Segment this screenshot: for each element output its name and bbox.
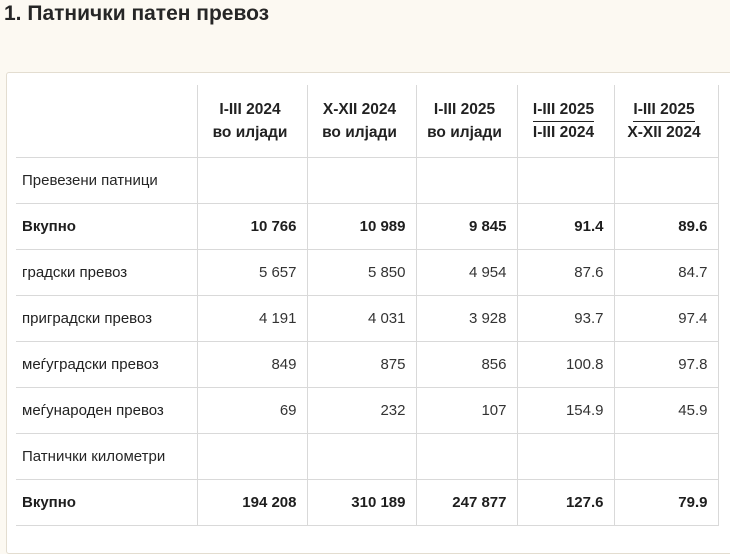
cell-value: 10 766 (196, 203, 308, 250)
cell-value: 154.9 (516, 387, 615, 434)
table-row-suburban-transport: приградски превоз 4 191 4 031 3 928 93.7… (16, 295, 719, 342)
table-row-intercity-transport: меѓуградски превоз 849 875 856 100.8 97.… (16, 341, 719, 388)
column-header-unit: во илјади (212, 124, 288, 141)
column-header-period: X-XII 2024 (322, 101, 397, 118)
ratio-numerator: I-III 2025 (633, 99, 695, 122)
cell-value: 875 (306, 341, 417, 388)
cell-value (196, 157, 308, 204)
cell-value: 849 (196, 341, 308, 388)
cell-value: 93.7 (516, 295, 615, 342)
cell-value (306, 157, 417, 204)
ratio-numerator: I-III 2025 (532, 99, 595, 122)
cell-value: 84.7 (613, 249, 719, 296)
column-header-period: I-III 2024 (219, 101, 281, 118)
cell-value: 97.8 (613, 341, 719, 388)
cell-value: 310 189 (306, 479, 417, 526)
cell-value (613, 157, 719, 204)
row-label: Патнички километри (16, 433, 198, 480)
cell-value (415, 157, 518, 204)
table-row-kilometres-total: Вкупно 194 208 310 189 247 877 127.6 79.… (16, 479, 719, 526)
passenger-transport-table: I-III 2024 во илјади X-XII 2024 во илјад… (16, 85, 719, 526)
cell-value: 91.4 (516, 203, 615, 250)
row-label: Вкупно (16, 479, 198, 526)
cell-value: 856 (415, 341, 518, 388)
cell-value: 97.4 (613, 295, 719, 342)
cell-value (516, 433, 615, 480)
section-row-passengers: Превезени патници (16, 157, 719, 204)
cell-value: 4 031 (306, 295, 417, 342)
cell-value (306, 433, 417, 480)
ratio-denominator: I-III 2024 (532, 124, 595, 141)
cell-value: 79.9 (613, 479, 719, 526)
cell-value (613, 433, 719, 480)
cell-value: 10 989 (306, 203, 417, 250)
cell-value: 5 850 (306, 249, 417, 296)
column-header-period: I-III 2025 (433, 101, 496, 118)
cell-value: 107 (415, 387, 518, 434)
header-corner-cell (16, 85, 198, 158)
column-header-index-quarter-on-quarter: I-III 2025 X-XII 2024 (613, 85, 719, 158)
column-header-oct-dec-2024: X-XII 2024 во илјади (306, 85, 417, 158)
column-header-index-year-on-year: I-III 2025 I-III 2024 (516, 85, 615, 158)
cell-value: 9 845 (415, 203, 518, 250)
page-title: 1. Патнички патен превоз (4, 2, 270, 25)
column-header-unit: во илјади (322, 124, 397, 141)
section-row-passenger-kilometres: Патнички километри (16, 433, 719, 480)
cell-value: 4 191 (196, 295, 308, 342)
table-header-row: I-III 2024 во илјади X-XII 2024 во илјад… (16, 85, 719, 158)
cell-value: 45.9 (613, 387, 719, 434)
cell-value: 247 877 (415, 479, 518, 526)
column-header-jan-mar-2024: I-III 2024 во илјади (196, 85, 308, 158)
row-label: меѓународен превоз (16, 387, 198, 434)
cell-value: 69 (196, 387, 308, 434)
cell-value: 4 954 (415, 249, 518, 296)
table-row-international-transport: меѓународен превоз 69 232 107 154.9 45.9 (16, 387, 719, 434)
cell-value: 3 928 (415, 295, 518, 342)
row-label: Превезени патници (16, 157, 198, 204)
row-label: градски превоз (16, 249, 198, 296)
cell-value (196, 433, 308, 480)
cell-value: 5 657 (196, 249, 308, 296)
column-header-unit: во илјади (427, 124, 502, 141)
cell-value (516, 157, 615, 204)
cell-value: 100.8 (516, 341, 615, 388)
row-label: меѓуградски превоз (16, 341, 198, 388)
cell-value: 127.6 (516, 479, 615, 526)
row-label: Вкупно (16, 203, 198, 250)
table-row-urban-transport: градски превоз 5 657 5 850 4 954 87.6 84… (16, 249, 719, 296)
cell-value: 89.6 (613, 203, 719, 250)
table-row-passengers-total: Вкупно 10 766 10 989 9 845 91.4 89.6 (16, 203, 719, 250)
cell-value (415, 433, 518, 480)
column-header-jan-mar-2025: I-III 2025 во илјади (415, 85, 518, 158)
row-label: приградски превоз (16, 295, 198, 342)
cell-value: 87.6 (516, 249, 615, 296)
cell-value: 232 (306, 387, 417, 434)
ratio-denominator: X-XII 2024 (627, 124, 701, 141)
cell-value: 194 208 (196, 479, 308, 526)
